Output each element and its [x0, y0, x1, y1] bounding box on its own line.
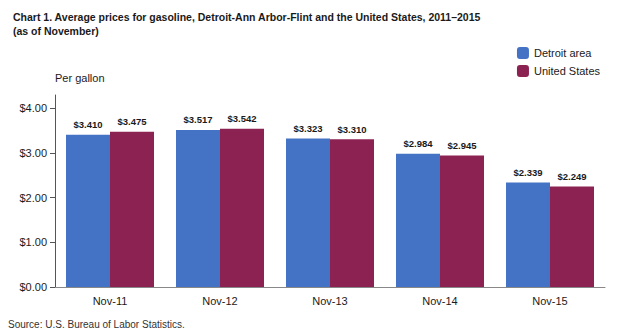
svg-text:Nov-15: Nov-15 — [532, 295, 567, 307]
svg-text:Chart 1. Average prices for ga: Chart 1. Average prices for gasoline, De… — [13, 11, 481, 23]
svg-text:$2.945: $2.945 — [447, 140, 477, 151]
svg-text:$2.249: $2.249 — [557, 171, 586, 182]
svg-text:(as of November): (as of November) — [13, 25, 99, 37]
svg-text:$2.339: $2.339 — [513, 167, 542, 178]
svg-text:$3.00: $3.00 — [19, 147, 47, 159]
svg-text:$3.542: $3.542 — [227, 113, 256, 124]
svg-text:Nov-12: Nov-12 — [202, 295, 237, 307]
svg-text:$1.00: $1.00 — [19, 236, 47, 248]
svg-text:$3.310: $3.310 — [337, 124, 366, 135]
svg-text:$0.00: $0.00 — [19, 281, 47, 293]
svg-text:Nov-14: Nov-14 — [422, 295, 457, 307]
svg-text:$2.00: $2.00 — [19, 192, 47, 204]
svg-text:$3.517: $3.517 — [183, 114, 212, 125]
svg-text:Source: U.S. Bureau of Labor S: Source: U.S. Bureau of Labor Statistics. — [8, 319, 185, 330]
svg-text:Nov-11: Nov-11 — [93, 295, 128, 307]
svg-text:Nov-13: Nov-13 — [312, 295, 347, 307]
svg-text:$2.984: $2.984 — [403, 138, 433, 149]
svg-text:Detroit area: Detroit area — [534, 47, 592, 59]
svg-text:$3.475: $3.475 — [117, 116, 147, 127]
svg-text:Per gallon: Per gallon — [55, 72, 105, 84]
svg-text:$4.00: $4.00 — [19, 102, 47, 114]
svg-text:$3.410: $3.410 — [73, 119, 102, 130]
svg-text:United States: United States — [534, 65, 601, 77]
svg-text:$3.323: $3.323 — [293, 123, 322, 134]
